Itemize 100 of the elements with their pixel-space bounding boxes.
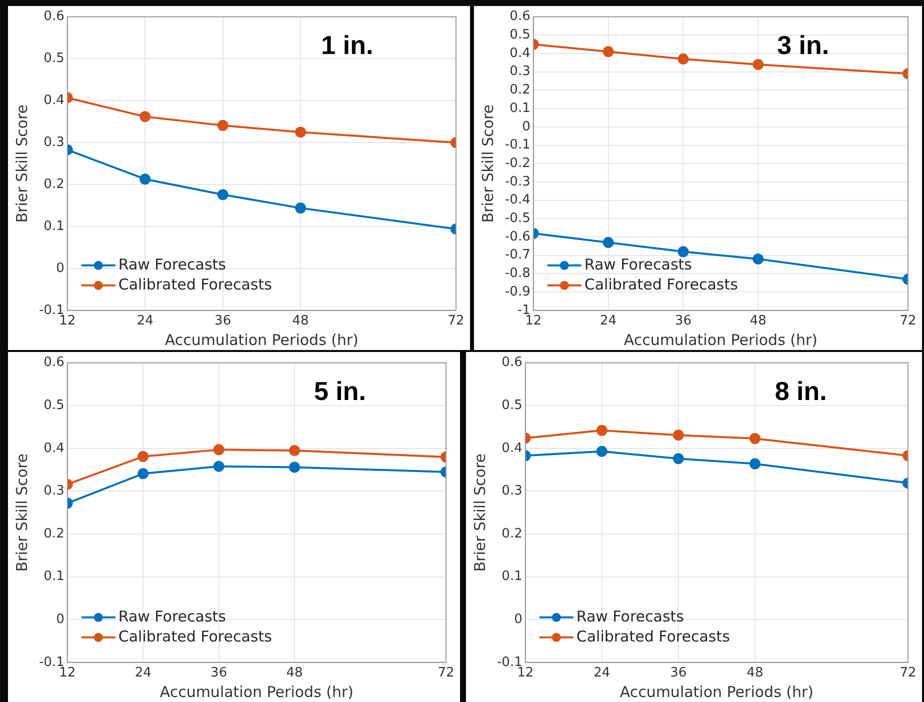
point [295,202,306,214]
y-axis-title: Brier Skill Score [12,104,31,223]
legend-label: Raw Forecasts [584,255,692,274]
point [217,189,228,200]
point [138,451,149,462]
point [749,433,760,444]
x-tick-label: 24 [134,666,152,681]
annotation: 1 in. [321,30,374,60]
y-tick-label: 0 [56,612,64,627]
y-tick-label: -0.3 [504,174,530,190]
point [213,460,224,472]
x-tick-label: 12 [59,314,76,329]
y-tick-label: 0.5 [510,28,530,43]
y-tick-label: 0.3 [44,135,64,150]
point [678,246,689,258]
x-tick-label: 48 [292,314,309,329]
x-tick-label: 72 [448,314,464,329]
x-tick-label: 24 [600,314,617,329]
y-axis-title: Brier Skill Score [470,453,489,572]
x-axis-title: Accumulation Periods (hr) [164,330,359,349]
y-tick-label: 0.4 [44,93,64,108]
y-tick-label: -0.5 [504,211,530,226]
y-tick-label: -0.8 [504,266,530,282]
y-tick-label: 0.2 [44,176,64,192]
x-axis-title: Accumulation Periods (hr) [160,682,354,701]
y-tick-label: 0.5 [502,398,522,413]
point [596,424,608,436]
y-axis-title: Brier Skill Score [12,453,31,572]
y-tick-label: 0.1 [510,100,530,116]
point [602,46,614,58]
y-tick-label: 0.2 [44,526,64,542]
point [749,458,760,470]
x-tick-label: 48 [746,666,764,681]
x-tick-label: 36 [210,666,228,681]
y-tick-label: -0.2 [504,156,530,171]
y-tick-label: 0.2 [502,526,522,542]
x-tick-label: 72 [900,314,916,329]
x-tick-label: 72 [900,666,916,681]
point [217,120,228,131]
y-tick-label: 0.6 [502,355,522,370]
y-tick-label: -0.1 [504,138,530,153]
legend-label: Calibrated Forecasts [576,627,730,646]
annotation: 8 in. [774,376,827,406]
y-tick-label: 0.1 [502,569,522,584]
point [672,453,684,464]
x-axis-title: Accumulation Periods (hr) [624,330,818,349]
y-tick-label: -0.9 [504,284,530,300]
x-tick-label: 12 [517,666,534,681]
legend-label: Calibrated Forecasts [584,275,738,294]
y-tick-label: 0.6 [44,355,64,370]
x-tick-label: 72 [438,666,454,681]
point [140,174,151,185]
annotation: 5 in. [314,376,366,406]
y-tick-label: 0 [56,260,64,276]
y-tick-label: 0.5 [44,398,64,413]
x-tick-label: 48 [750,314,766,329]
point [289,462,300,473]
y-tick-label: 0.1 [44,569,64,584]
y-tick-label: 0.2 [510,82,530,98]
y-tick-label: 0.4 [44,440,64,456]
y-tick-label: -0.7 [504,248,530,263]
point [213,444,224,456]
legend-label: Calibrated Forecasts [118,627,272,646]
x-tick-label: 36 [214,314,232,329]
point [752,59,764,70]
y-tick-label: 0.4 [510,46,530,61]
y-tick-label: 0.6 [44,9,64,24]
x-tick-label: 24 [594,666,610,681]
point [138,468,149,480]
y-tick-label: -0.4 [504,192,530,208]
y-axis-title: Brier Skill Score [478,104,497,223]
x-tick-label: 12 [525,314,542,329]
point [140,111,151,122]
x-axis-title: Accumulation Periods (hr) [620,682,814,701]
point [289,445,300,456]
x-tick-label: 48 [286,666,303,681]
x-tick-label: 36 [670,666,687,681]
y-tick-label: -0.6 [504,229,530,244]
point [752,254,764,265]
y-tick-label: 0 [514,612,522,627]
x-tick-label: 36 [674,314,692,329]
point [602,237,614,248]
x-tick-label: 12 [59,666,76,681]
legend-label: Raw Forecasts [118,607,226,626]
annotation: 3 in. [777,30,830,60]
x-tick-label: 24 [136,314,154,329]
legend-label: Raw Forecasts [576,607,684,626]
y-tick-label: 0 [522,119,530,134]
point [672,430,684,441]
y-tick-label: 0.6 [510,9,530,24]
point [596,446,608,457]
y-tick-label: 0.1 [44,218,64,234]
point [678,54,689,65]
y-tick-label: 0.3 [510,64,530,80]
legend-label: Raw Forecasts [118,255,226,274]
y-tick-label: 0.3 [44,484,64,499]
y-tick-label: 0.4 [502,440,522,456]
point [295,126,306,138]
legend-label: Calibrated Forecasts [118,275,272,294]
y-tick-label: 0.5 [44,51,64,66]
